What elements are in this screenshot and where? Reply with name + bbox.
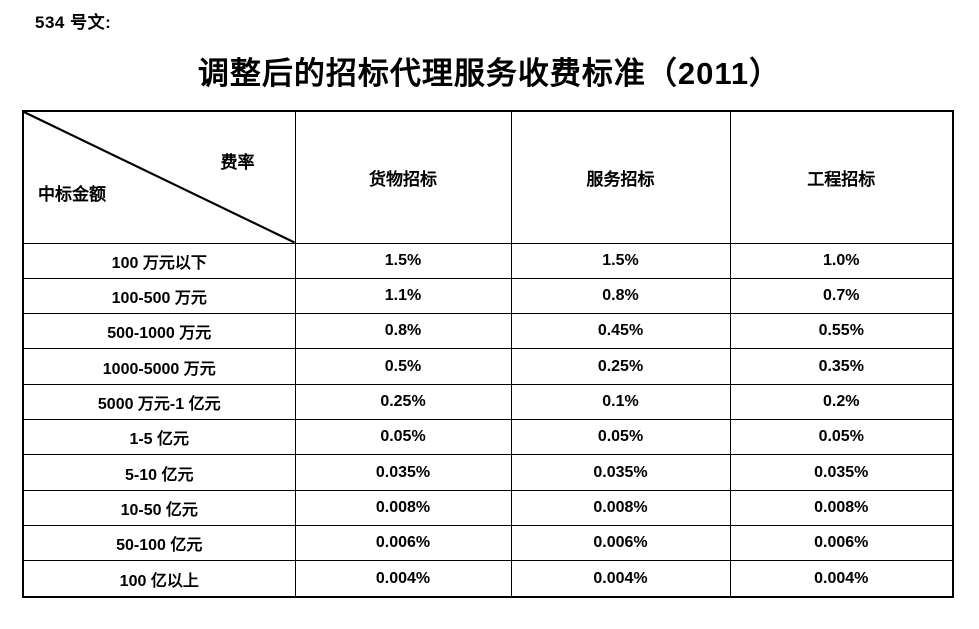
page-title: 调整后的招标代理服务收费标准（2011）	[197, 56, 782, 91]
rate-value-cell: 0.004%	[729, 560, 954, 598]
table-row: 500-1000 万元 0.8% 0.45% 0.55%	[22, 313, 954, 350]
row-label-amount-range: 1-5 亿元	[22, 419, 296, 456]
row-label-amount-range: 1000-5000 万元	[22, 348, 296, 385]
rate-value-cell: 0.035%	[294, 454, 512, 491]
table-row: 10-50 亿元 0.008% 0.008% 0.008%	[22, 489, 954, 527]
corner-label-rate: 费率	[220, 153, 255, 172]
table-row: 1-5 亿元 0.05% 0.05% 0.05%	[22, 419, 954, 456]
fee-table-body: 100 万元以下 1.5% 1.5% 1.0% 100-500 万元 1.1% 0.8% 0.…	[22, 242, 954, 598]
rate-value-cell: 0.004%	[510, 560, 731, 598]
rate-value-cell: 0.05%	[729, 419, 954, 456]
rate-value-cell: 0.035%	[729, 454, 954, 491]
rate-value-cell: 0.004%	[294, 560, 512, 598]
table-row: 5-10 亿元 0.035% 0.035% 0.035%	[22, 454, 954, 491]
rate-value-cell: 0.2%	[729, 383, 954, 421]
row-label-amount-range: 100-500 万元	[22, 277, 296, 315]
rate-value-cell: 0.006%	[294, 525, 512, 562]
table-row: 1000-5000 万元 0.5% 0.25% 0.35%	[22, 348, 954, 385]
table-row: 100 亿以上 0.004% 0.004% 0.004%	[22, 560, 954, 598]
rate-value-cell: 1.5%	[294, 242, 512, 279]
rate-value-cell: 0.7%	[729, 277, 954, 315]
rate-value-cell: 0.008%	[729, 489, 954, 527]
table-row: 100-500 万元 1.1% 0.8% 0.7%	[22, 277, 954, 315]
rate-value-cell: 0.006%	[510, 525, 731, 562]
rate-value-cell: 0.55%	[729, 313, 954, 350]
rate-value-cell: 0.05%	[294, 419, 512, 456]
rate-value-cell: 1.0%	[729, 242, 954, 279]
rate-value-cell: 1.1%	[294, 277, 512, 315]
rate-value-cell: 0.5%	[294, 348, 512, 385]
rate-value-cell: 0.45%	[510, 313, 731, 350]
rate-value-cell: 0.25%	[510, 348, 731, 385]
table-row: 100 万元以下 1.5% 1.5% 1.0%	[22, 242, 954, 279]
rate-value-cell: 0.35%	[729, 348, 954, 385]
row-label-amount-range: 10-50 亿元	[22, 489, 296, 527]
rate-value-cell: 0.25%	[294, 383, 512, 421]
header-row: 费率 中标金额 货物招标 服务招标 工程招标	[22, 110, 954, 244]
fee-table: 费率 中标金额 货物招标 服务招标 工程招标 100 万元以下 1.5% 1.5% 1…	[22, 110, 954, 598]
doc-number-label: 534 号文:	[35, 13, 112, 32]
row-label-amount-range: 5000 万元-1 亿元	[22, 383, 296, 421]
rate-value-cell: 0.008%	[510, 489, 731, 527]
column-header-service-bidding: 服务招标	[510, 110, 731, 244]
rate-value-cell: 0.1%	[510, 383, 731, 421]
column-header-engineering-bidding: 工程招标	[729, 110, 954, 244]
corner-label-amount: 中标金额	[38, 185, 106, 204]
corner-cell: 费率 中标金额	[22, 110, 296, 244]
diagonal-divider-line	[24, 112, 294, 242]
row-label-amount-range: 5-10 亿元	[22, 454, 296, 491]
rate-value-cell: 0.8%	[294, 313, 512, 350]
rate-value-cell: 0.035%	[510, 454, 731, 491]
table-row: 5000 万元-1 亿元 0.25% 0.1% 0.2%	[22, 383, 954, 421]
row-label-amount-range: 100 亿以上	[22, 560, 296, 598]
rate-value-cell: 0.05%	[510, 419, 731, 456]
column-header-goods-bidding: 货物招标	[294, 110, 512, 244]
rate-value-cell: 1.5%	[510, 242, 731, 279]
table-row: 50-100 亿元 0.006% 0.006% 0.006%	[22, 525, 954, 562]
row-label-amount-range: 100 万元以下	[22, 242, 296, 279]
rate-value-cell: 0.8%	[510, 277, 731, 315]
row-label-amount-range: 500-1000 万元	[22, 313, 296, 350]
rate-value-cell: 0.006%	[729, 525, 954, 562]
row-label-amount-range: 50-100 亿元	[22, 525, 296, 562]
rate-value-cell: 0.008%	[294, 489, 512, 527]
